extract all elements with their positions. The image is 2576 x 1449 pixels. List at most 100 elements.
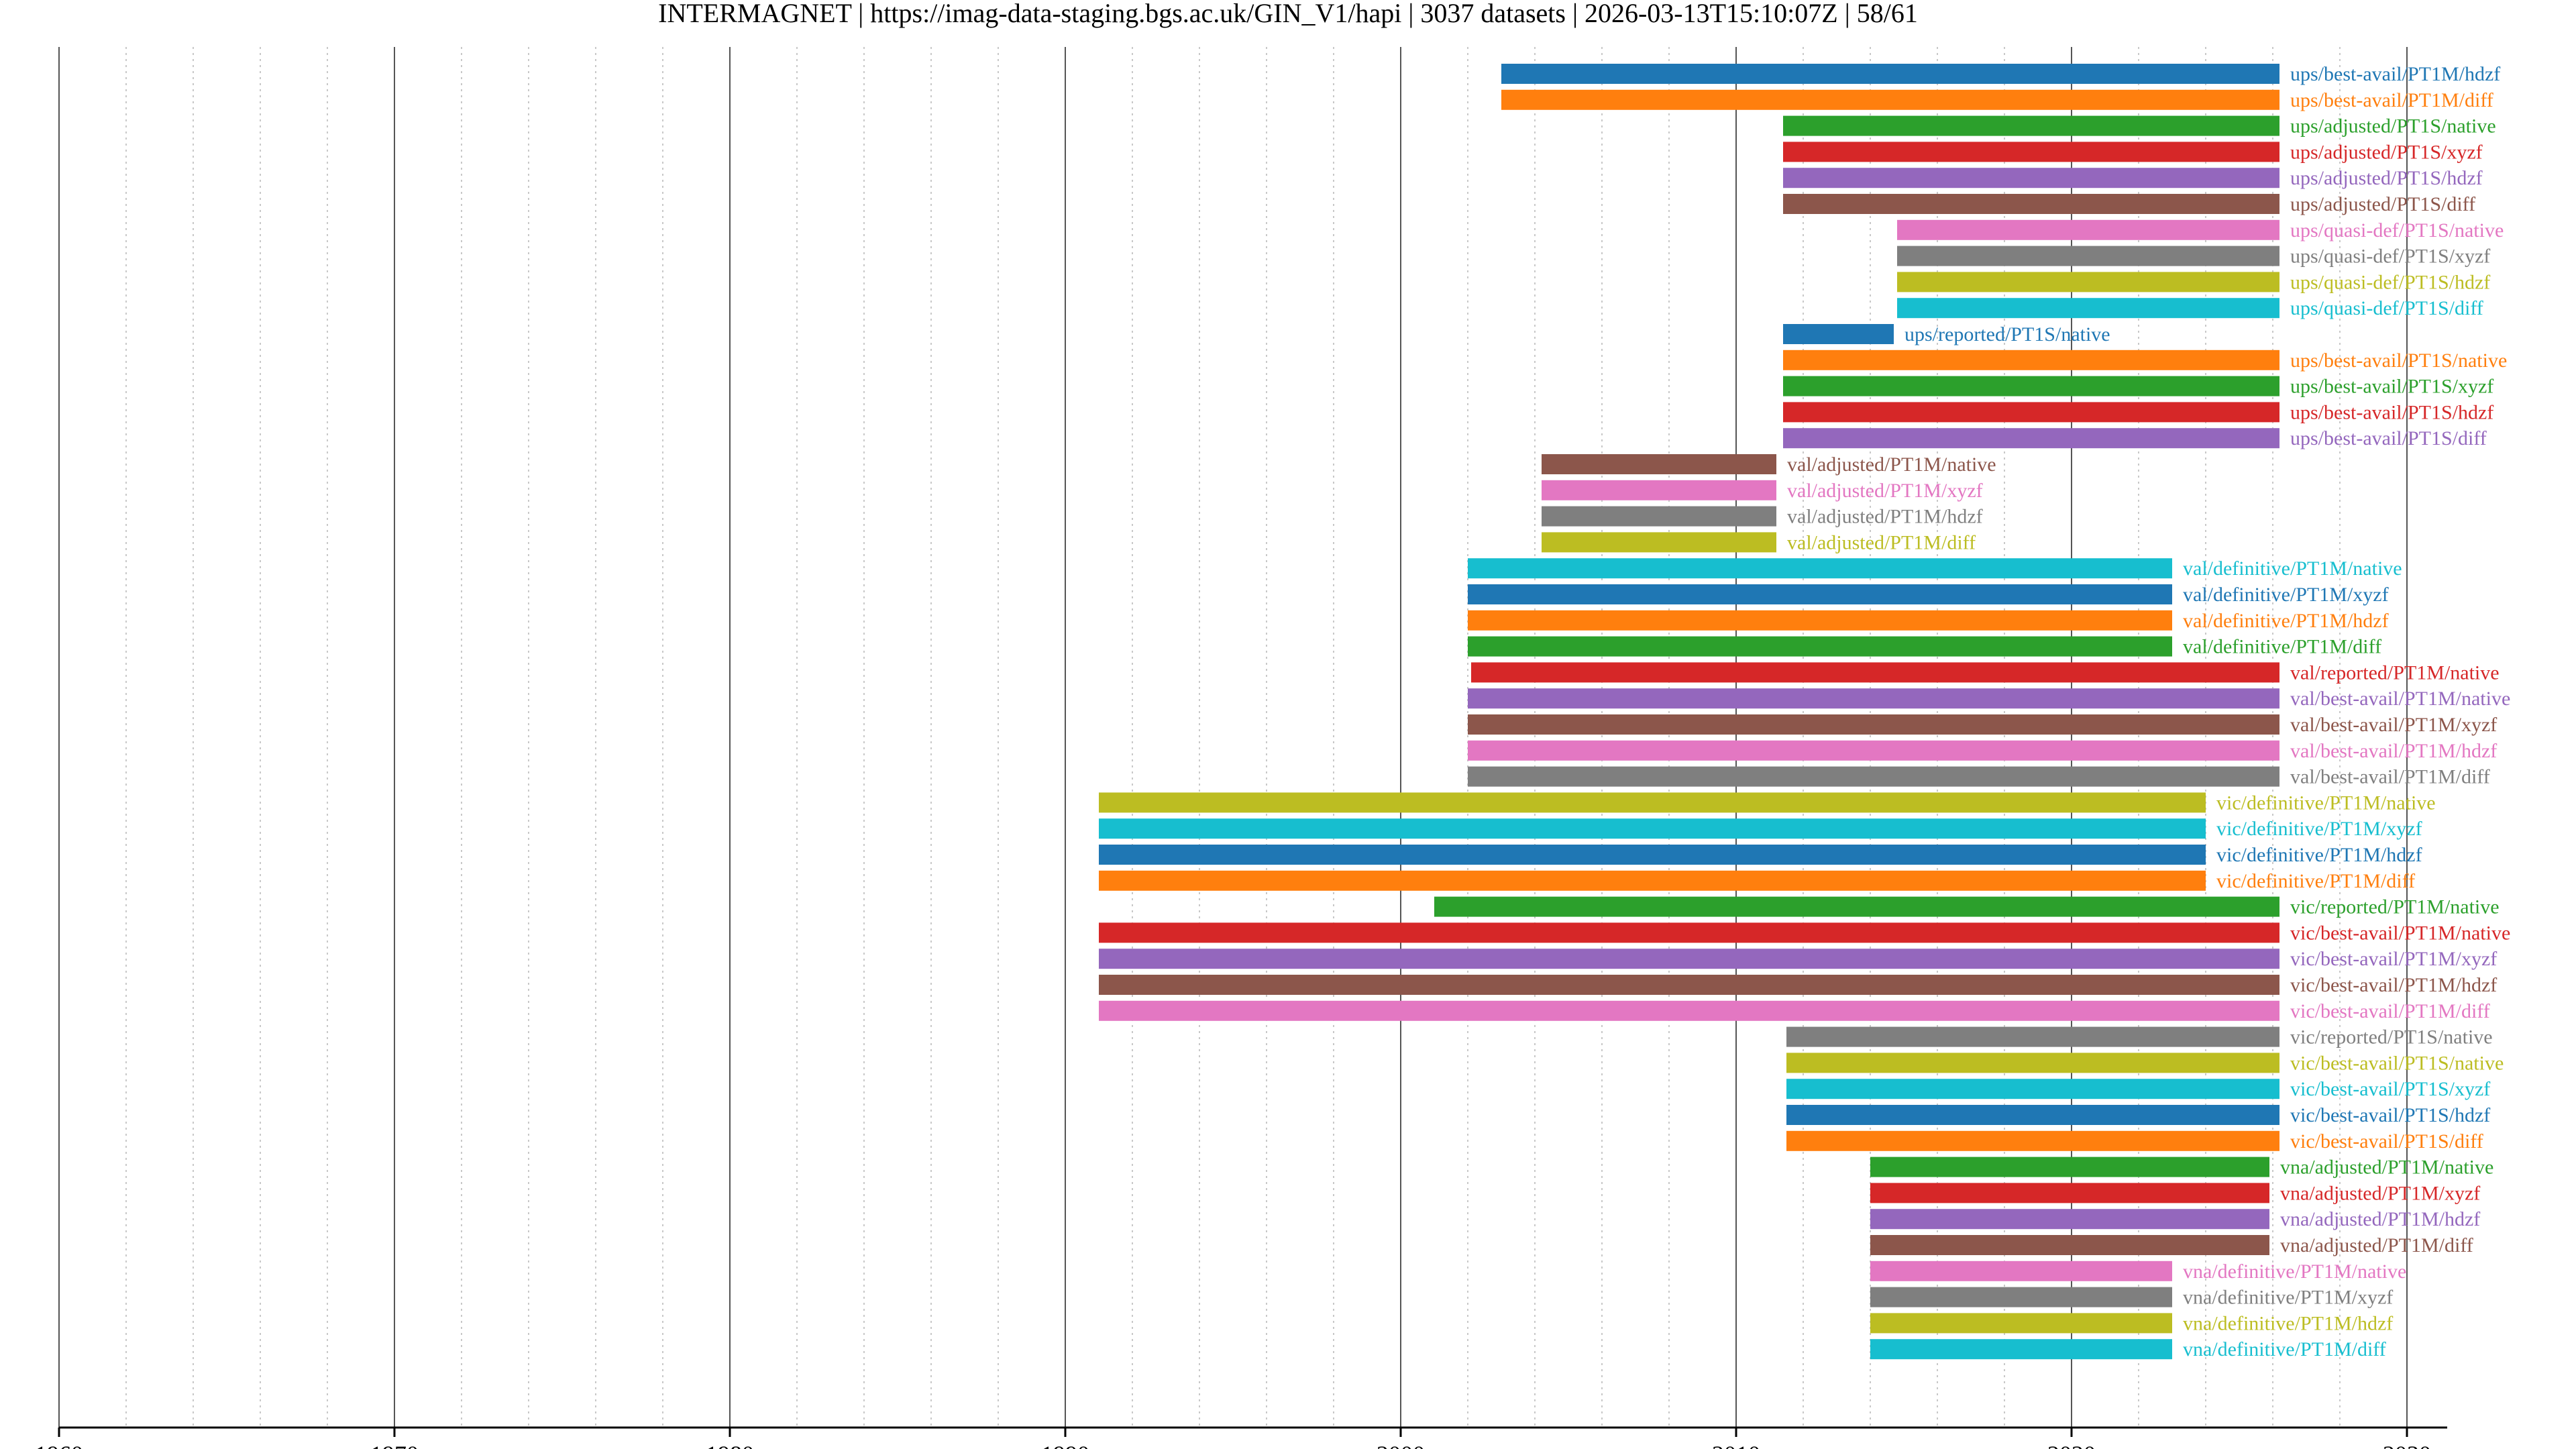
bar-label: vic/best-avail/PT1S/xyzf bbox=[2290, 1078, 2490, 1100]
timeline-bar bbox=[1786, 1079, 2279, 1099]
timeline-bar bbox=[1783, 402, 2279, 423]
timeline-bar bbox=[1897, 219, 2279, 240]
bar-label: ups/adjusted/PT1S/native bbox=[2290, 115, 2496, 138]
timeline-bar bbox=[1870, 1339, 2172, 1360]
timeline-bar bbox=[1468, 610, 2172, 631]
bar-label: ups/best-avail/PT1S/xyzf bbox=[2290, 376, 2493, 398]
x-axis-tick-label: 2020 bbox=[2047, 1441, 2096, 1449]
timeline-bar bbox=[1099, 845, 2206, 865]
bar-label: vic/best-avail/PT1S/diff bbox=[2290, 1130, 2483, 1152]
bar-label: ups/adjusted/PT1S/diff bbox=[2290, 193, 2475, 215]
timeline-bar bbox=[1468, 688, 2279, 709]
timeline-bar bbox=[1783, 194, 2279, 214]
timeline-bar bbox=[1099, 792, 2206, 813]
x-axis-tick-label: 2000 bbox=[1377, 1441, 1425, 1449]
x-axis-tick-label: 1990 bbox=[1041, 1441, 1089, 1449]
bar-label: vic/best-avail/PT1M/native bbox=[2290, 922, 2510, 944]
timeline-bar bbox=[1783, 168, 2279, 189]
timeline-bar bbox=[1468, 636, 2172, 657]
timeline-bar bbox=[1870, 1209, 2269, 1230]
timeline-bar bbox=[1786, 1105, 2279, 1125]
timeline-bar bbox=[1099, 818, 2206, 839]
bar-label: val/definitive/PT1M/diff bbox=[2183, 636, 2381, 658]
bar-label: vic/definitive/PT1M/native bbox=[2216, 792, 2436, 814]
bar-label: ups/reported/PT1S/native bbox=[1904, 323, 2110, 345]
timeline-bar bbox=[1542, 532, 1776, 553]
bar-label: vna/adjusted/PT1M/native bbox=[2280, 1157, 2493, 1179]
bar-label: vic/reported/PT1S/native bbox=[2290, 1026, 2493, 1049]
timeline-bar bbox=[1897, 272, 2279, 292]
bar-label: val/best-avail/PT1M/hdzf bbox=[2290, 740, 2497, 762]
bar-label: val/best-avail/PT1M/xyzf bbox=[2290, 714, 2497, 736]
timeline-bar bbox=[1542, 454, 1776, 474]
timeline-bar bbox=[1099, 1000, 2279, 1021]
timeline-bar bbox=[1786, 1053, 2279, 1073]
timeline-bar bbox=[1870, 1313, 2172, 1334]
bar-label: ups/quasi-def/PT1S/native bbox=[2290, 219, 2504, 241]
bar-label: vic/best-avail/PT1M/xyzf bbox=[2290, 948, 2497, 970]
timeline-bar bbox=[1870, 1235, 2269, 1255]
timeline-bar bbox=[1870, 1157, 2269, 1177]
bar-label: val/definitive/PT1M/native bbox=[2183, 557, 2402, 580]
bars-layer: ups/best-avail/PT1M/hdzf ups/best-avail/P… bbox=[1099, 63, 2510, 1360]
bar-label: vic/definitive/PT1M/hdzf bbox=[2216, 844, 2422, 866]
bar-label: ups/best-avail/PT1S/native bbox=[2290, 350, 2507, 372]
bar-label: vic/best-avail/PT1S/native bbox=[2290, 1052, 2504, 1074]
bar-label: vna/adjusted/PT1M/xyzf bbox=[2280, 1182, 2480, 1204]
timeline-bar bbox=[1783, 350, 2279, 370]
timeline-bar bbox=[1783, 376, 2279, 396]
bar-label: val/adjusted/PT1M/diff bbox=[1787, 531, 1976, 553]
timeline-bar bbox=[1870, 1260, 2172, 1281]
bar-label: ups/best-avail/PT1S/hdzf bbox=[2290, 401, 2493, 423]
grid-layer bbox=[58, 47, 2408, 1428]
bar-label: val/definitive/PT1M/xyzf bbox=[2183, 584, 2389, 606]
bar-label: vic/best-avail/PT1M/diff bbox=[2290, 1000, 2490, 1022]
timeline-bar bbox=[1897, 298, 2279, 319]
bar-label: val/reported/PT1M/native bbox=[2290, 661, 2500, 684]
timeline-bar bbox=[1542, 480, 1776, 500]
bar-label: val/definitive/PT1M/hdzf bbox=[2183, 610, 2389, 632]
timeline-bar bbox=[1783, 142, 2279, 162]
x-axis: 1960 1970 1980 1990 2000 2010 2020 2030 bbox=[35, 1426, 2447, 1449]
timeline-bar bbox=[1501, 64, 2279, 84]
bar-label: vic/best-avail/PT1M/hdzf bbox=[2290, 974, 2497, 996]
bar-label: val/adjusted/PT1M/native bbox=[1787, 453, 1996, 476]
timeline-bar bbox=[1870, 1287, 2172, 1307]
bar-label: ups/adjusted/PT1S/hdzf bbox=[2290, 167, 2483, 189]
bar-label: ups/adjusted/PT1S/xyzf bbox=[2290, 141, 2483, 163]
bar-label: vic/reported/PT1M/native bbox=[2290, 896, 2500, 918]
timeline-bar bbox=[1471, 662, 2279, 683]
bar-label: vna/definitive/PT1M/xyzf bbox=[2183, 1287, 2393, 1309]
bar-label: vna/definitive/PT1M/diff bbox=[2183, 1338, 2386, 1360]
timeline-bar bbox=[1786, 1130, 2279, 1151]
timeline-bar bbox=[1468, 740, 2279, 761]
chart-title: INTERMAGNET | https://imag-data-staging.… bbox=[658, 0, 1918, 28]
bar-label: ups/best-avail/PT1M/diff bbox=[2290, 89, 2493, 111]
x-axis-tick-label: 1980 bbox=[706, 1441, 754, 1449]
bar-label: vna/definitive/PT1M/hdzf bbox=[2183, 1312, 2393, 1334]
timeline-bar bbox=[1897, 246, 2279, 266]
x-axis-tick-label: 1970 bbox=[370, 1441, 419, 1449]
timeline-bar bbox=[1099, 949, 2279, 969]
timeline-bar bbox=[1783, 115, 2279, 136]
timeline-bar bbox=[1468, 766, 2279, 787]
timeline-bar bbox=[1501, 89, 2279, 110]
bar-label: vna/adjusted/PT1M/diff bbox=[2280, 1234, 2473, 1256]
bar-label: val/adjusted/PT1M/hdzf bbox=[1787, 506, 1983, 528]
timeline-bar bbox=[1783, 324, 1894, 344]
bar-label: vic/definitive/PT1M/xyzf bbox=[2216, 818, 2422, 840]
bar-label: vic/best-avail/PT1S/hdzf bbox=[2290, 1104, 2490, 1126]
timeline-bar bbox=[1468, 558, 2172, 579]
bar-label: vna/adjusted/PT1M/hdzf bbox=[2280, 1208, 2480, 1230]
timeline-bar bbox=[1434, 896, 2279, 917]
x-axis-tick-label: 1960 bbox=[35, 1441, 83, 1449]
x-axis-tick-label: 2030 bbox=[2383, 1441, 2431, 1449]
timeline-bar bbox=[1542, 506, 1776, 527]
x-axis-tick-label: 2010 bbox=[1712, 1441, 1760, 1449]
timeline-bar bbox=[1099, 870, 2206, 891]
timeline-bar bbox=[1099, 975, 2279, 995]
timeline-bar bbox=[1099, 922, 2279, 943]
timeline-bar bbox=[1870, 1183, 2269, 1203]
timeline-bar bbox=[1786, 1026, 2279, 1047]
